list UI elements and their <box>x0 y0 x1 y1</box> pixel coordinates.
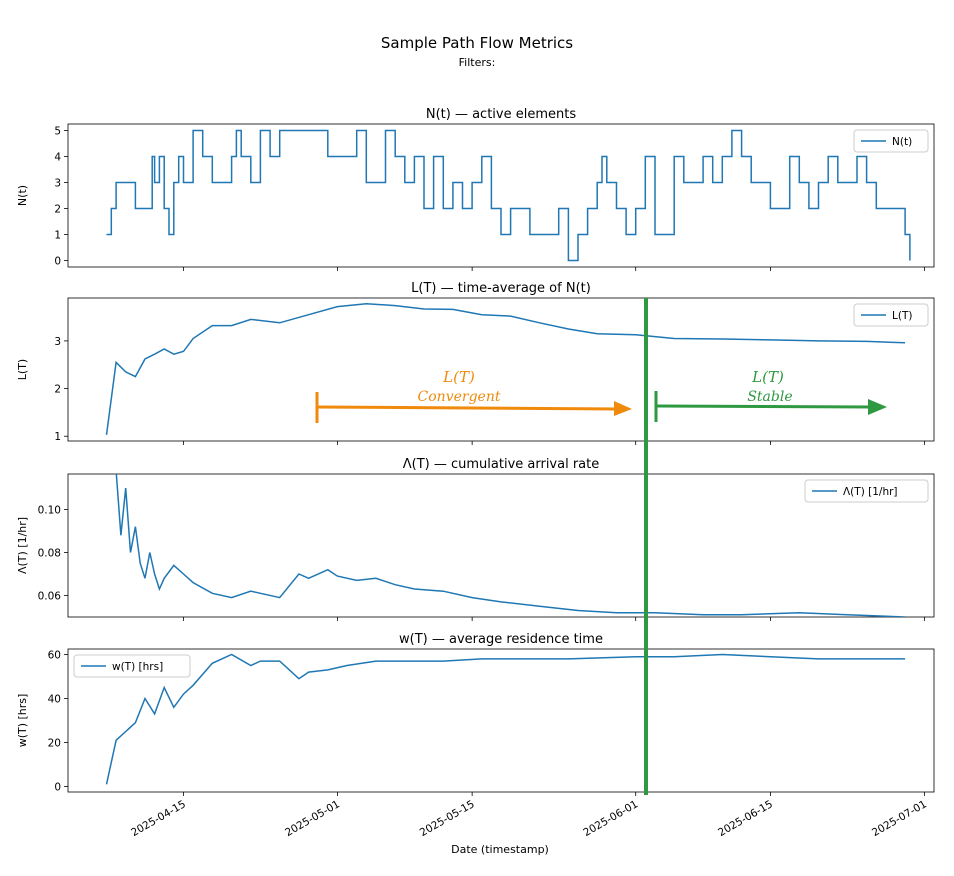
series-line <box>105 302 906 435</box>
y-tick-label: 20 <box>48 738 61 750</box>
y-tick-label: 0 <box>54 256 61 268</box>
stable-arrow-head <box>868 399 887 415</box>
y-axis-label: w(T) [hrs] <box>16 694 29 748</box>
stable-label-line2: Stable <box>747 389 792 405</box>
x-tick-label: 2025-06-01 <box>581 798 640 839</box>
panel-2: L(T) — time-average of N(t) L(T) 1 2 3 L(T) <box>16 281 935 445</box>
y-tick-label: 0.10 <box>38 504 61 516</box>
legend-box <box>804 479 929 503</box>
panel-1: N(t) — active elements N(t) 0 1 2 3 4 5 N(t) <box>16 107 935 271</box>
convergent-label-line2: Convergent <box>418 389 501 405</box>
stable-arrow-shaft <box>655 404 873 409</box>
y-tick-label: 3 <box>54 336 61 348</box>
y-tick-label: 2 <box>54 204 61 216</box>
convergent-arrow-head <box>614 401 632 416</box>
legend-box <box>853 129 929 153</box>
legend-box <box>853 303 929 327</box>
legend: L(T) <box>853 303 929 327</box>
x-axis: 2025-04-15 2025-05-01 2025-05-15 2025-06-01… <box>129 798 929 839</box>
x-axis-label: Date (timestamp) <box>451 843 549 856</box>
y-tick-label: 60 <box>48 650 61 662</box>
x-tick-label: 2025-04-15 <box>129 798 188 839</box>
figure-subtitle: Filters: <box>459 56 496 69</box>
y-tick-label: 3 <box>54 178 61 190</box>
plot-frame <box>67 297 935 442</box>
panel-title: Λ(T) — cumulative arrival rate <box>403 457 600 472</box>
panel-4: w(T) — average residence time w(T) [hrs] 0… <box>16 632 935 796</box>
y-tick-label: 1 <box>54 230 61 242</box>
y-tick-label: 2 <box>54 384 61 396</box>
legend-label: w(T) [hrs] <box>112 661 163 673</box>
series-line <box>115 474 906 617</box>
y-tick-label: 5 <box>54 126 61 138</box>
y-axis-label: N(t) <box>16 185 29 206</box>
y-tick-label: 0 <box>54 782 61 794</box>
y-tick-label: 0.08 <box>38 547 61 559</box>
panels: N(t) — active elements N(t) 0 1 2 3 4 5 N(t) L(T)… <box>16 107 935 796</box>
y-tick-label: 4 <box>54 152 61 164</box>
y-axis-label: L(T) <box>16 359 29 380</box>
figure-title: Sample Path Flow Metrics <box>381 34 573 52</box>
legend-label: L(T) <box>892 310 912 322</box>
panel-title: w(T) — average residence time <box>399 632 603 647</box>
y-tick-label: 1 <box>54 431 61 443</box>
legend-label: Λ(T) [1/hr] <box>843 486 898 498</box>
panel-title: L(T) — time-average of N(t) <box>411 281 591 296</box>
panel-3: Λ(T) — cumulative arrival rate Λ(T) [1/hr… <box>16 457 935 621</box>
x-tick-label: 2025-06-15 <box>716 798 775 839</box>
legend-box <box>73 654 191 678</box>
plot-frame <box>67 123 935 268</box>
y-tick-label: 40 <box>48 694 61 706</box>
legend-label: N(t) <box>892 136 912 148</box>
series-line <box>105 653 906 785</box>
convergent-arrow-shaft <box>316 405 619 411</box>
y-tick-label: 0.06 <box>38 590 62 602</box>
x-tick-label: 2025-05-01 <box>283 798 342 839</box>
stable-label-line1: L(T) <box>751 368 784 386</box>
panel-title: N(t) — active elements <box>426 107 576 122</box>
plot-frame <box>67 648 935 793</box>
x-tick-label: 2025-07-01 <box>870 798 929 839</box>
legend: w(T) [hrs] <box>73 654 191 678</box>
convergent-label-line1: L(T) <box>442 368 475 386</box>
plot-frame <box>67 473 935 618</box>
legend: Λ(T) [1/hr] <box>804 479 929 503</box>
y-axis-label: Λ(T) [1/hr] <box>16 517 29 574</box>
x-tick-label: 2025-05-15 <box>418 798 477 839</box>
series-line <box>106 129 911 262</box>
annotations: L(T) Convergent L(T) Stable <box>315 298 887 795</box>
legend: N(t) <box>853 129 929 153</box>
